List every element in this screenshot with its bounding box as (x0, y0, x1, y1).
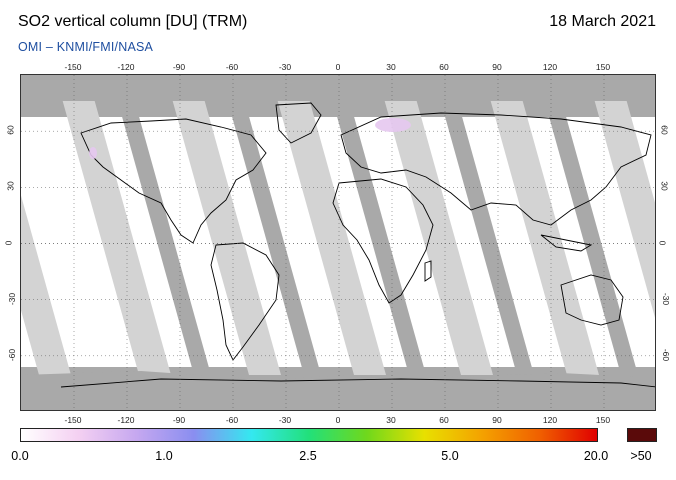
longitude-tick-label: 120 (542, 415, 558, 425)
longitude-tick-label: -120 (117, 62, 135, 72)
longitude-tick-label: -150 (64, 415, 82, 425)
longitude-tick-label: -150 (64, 62, 82, 72)
greenland (275, 102, 322, 144)
longitude-tick-label: 90 (492, 62, 502, 72)
longitude-tick-label: -90 (172, 415, 186, 425)
latitude-tick-label: -60 (661, 348, 672, 361)
south-america (210, 242, 280, 361)
so2-patch-alaska (89, 147, 97, 159)
colorbar-tick-label: 2.5 (299, 449, 317, 463)
so2-world-map (20, 74, 656, 411)
europe-asia (340, 112, 652, 226)
latitude-tick-label: 30 (659, 181, 670, 192)
map-date: 18 March 2021 (549, 13, 656, 30)
colorbar-over-label: >50 (630, 449, 652, 463)
colorbar-overflow-box (627, 428, 657, 442)
latitude-tick-label: 30 (5, 181, 16, 192)
longitude-tick-label: 150 (595, 62, 611, 72)
latitude-tick-label: -30 (661, 292, 672, 305)
antarctica (60, 378, 655, 388)
longitude-tick-label: -30 (278, 415, 292, 425)
latitude-tick-label: -60 (7, 348, 18, 361)
data-credit: OMI – KNMI/FMI/NASA (18, 40, 154, 54)
longitude-tick-label: 120 (542, 62, 558, 72)
longitude-tick-label: 150 (595, 415, 611, 425)
longitude-tick-label: 90 (492, 415, 502, 425)
orbit-gaps (116, 95, 638, 375)
longitude-tick-label: 30 (386, 415, 396, 425)
map-title: SO2 vertical column [DU] (TRM) (18, 13, 248, 30)
so2-colorbar (20, 428, 598, 442)
colorbar-tick-label: 20.0 (583, 449, 609, 463)
australia (560, 274, 624, 326)
longitude-tick-label: 60 (439, 62, 449, 72)
so2-patch-scandinavia (375, 118, 411, 132)
map-canvas (21, 75, 655, 410)
longitude-tick-label: 0 (335, 415, 341, 425)
longitude-tick-label: 60 (439, 415, 449, 425)
longitude-tick-label: -60 (225, 62, 239, 72)
coastlines (60, 102, 655, 388)
madagascar (424, 260, 432, 282)
latitude-tick-label: 0 (657, 240, 668, 245)
latitude-tick-label: 0 (3, 240, 14, 245)
latitude-tick-label: 60 (5, 125, 16, 135)
north-america (80, 118, 267, 244)
longitude-tick-label: -90 (172, 62, 186, 72)
latitude-tick-label: -30 (7, 292, 18, 305)
colorbar-tick-label: 0.0 (11, 449, 29, 463)
colorbar-tick-label: 1.0 (155, 449, 173, 463)
africa (332, 178, 434, 304)
latitude-tick-label: 60 (659, 125, 670, 135)
longitude-tick-label: -120 (117, 415, 135, 425)
longitude-tick-label: -60 (225, 415, 239, 425)
orbit-swaths (21, 95, 655, 375)
colorbar-tick-label: 5.0 (441, 449, 459, 463)
longitude-tick-label: 30 (386, 62, 396, 72)
longitude-tick-label: 0 (335, 62, 341, 72)
longitude-tick-label: -30 (278, 62, 292, 72)
indonesia (540, 234, 593, 252)
